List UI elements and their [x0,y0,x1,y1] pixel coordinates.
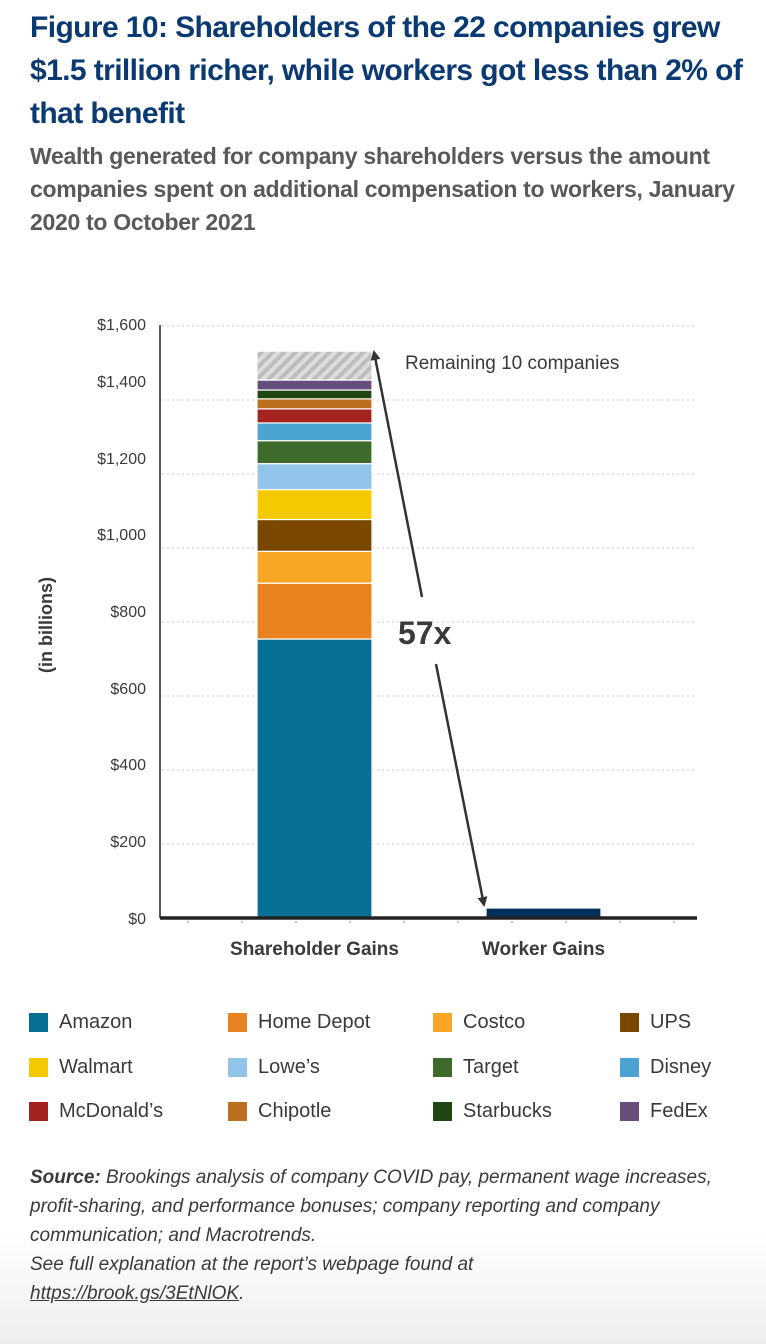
source-text: Brookings analysis of company COVID pay,… [30,1167,712,1246]
legend-item: FedEx [620,1097,708,1125]
legend-swatch [228,1101,247,1121]
legend-label: Walmart [59,1055,133,1078]
legend-swatch [29,1101,48,1121]
legend-swatch [433,1012,452,1032]
annotation-ratio: 57x [398,615,452,651]
bar-segment-starbucks [256,389,373,400]
legend-swatch [620,1012,639,1032]
legend-item: Lowe’s [228,1053,320,1081]
legend-label: Amazon [59,1010,133,1033]
x-category-label: Shareholder Gains [230,939,399,960]
y-tick-label: $200 [110,834,146,851]
legend-swatch [620,1057,639,1077]
y-tick-label: $1,600 [97,317,146,334]
bar-segment-target [256,440,373,465]
x-category-labels: Shareholder Gains Worker Gains [230,939,605,960]
y-tick-label: $1,200 [97,451,146,468]
x-category-label: Worker Gains [482,939,605,960]
legend-label: Lowe’s [258,1055,320,1078]
legend-label: Starbucks [463,1099,552,1122]
bar-segment-disney [256,422,373,442]
legend-label: Chipotle [258,1099,332,1122]
source-see-full: See full explanation at the report’s web… [30,1254,474,1275]
y-tick-labels: $0 $200 $400 $600 $800 $1,000 $1,200 $1,400 $1,6… [97,317,146,928]
legend-label: McDonald’s [59,1099,164,1122]
source-note: Source: Brookings analysis of company CO… [30,1163,730,1308]
y-tick-label: $1,400 [97,374,146,391]
bars [256,350,602,919]
axes [159,325,697,923]
bar-segment-walmart [256,488,373,521]
legend-swatch [29,1057,48,1077]
source-label: Source: [30,1167,101,1188]
source-link-suffix: . [239,1283,245,1304]
bar-segment-costco [256,550,373,584]
bar-segment-chipotle [256,398,373,410]
legend-swatch [620,1101,639,1121]
y-axis-label: (in billions) [36,577,56,673]
legend-swatch [228,1057,247,1077]
legend-item: Walmart [29,1053,133,1081]
legend-item: UPS [620,1008,691,1036]
arrow-down [434,663,488,907]
legend-item: Disney [620,1053,711,1081]
chart-subtitle: Wealth generated for company shareholder… [30,143,735,235]
legend-swatch [433,1101,452,1121]
chart-title: Figure 10: Shareholders of the 22 compan… [30,11,743,130]
legend-item: Costco [433,1008,525,1036]
legend-label: UPS [650,1010,692,1033]
legend-swatch [228,1012,247,1032]
y-tick-label: $1,000 [97,527,146,544]
y-tick-label: $400 [110,757,146,774]
legend-label: Home Depot [258,1010,371,1033]
arrow-up [370,350,424,598]
bar-segment-mcdonald-s [256,408,373,424]
bar-segment-lowe-s [256,463,373,491]
legend-label: Costco [463,1010,526,1033]
legend-item: McDonald’s [29,1097,163,1125]
legend-item: Amazon [29,1008,132,1036]
source-link[interactable]: https://brook.gs/3EtNlOK [30,1283,240,1304]
gridlines [162,325,697,845]
legend-label: Target [463,1055,519,1078]
legend-item: Target [433,1053,519,1081]
legend-item: Home Depot [228,1008,370,1036]
legend-swatch [433,1057,452,1077]
bar-segment-amazon [256,638,373,919]
legend-item: Starbucks [433,1097,552,1125]
legend-label: Disney [650,1055,712,1078]
bar-segment-fedex [256,379,373,391]
stacked-bar-chart: $0 $200 $400 $600 $800 $1,000 $1,200 $1,400 $1,6… [36,317,697,960]
legend-label: FedEx [650,1099,708,1122]
y-tick-label: $0 [128,911,146,928]
y-tick-label: $600 [110,681,146,698]
legend-item: Chipotle [228,1097,331,1125]
bar-segment-home-depot [256,582,373,640]
bar-segment-ups [256,518,373,552]
bar-segment-remaining-10-companies [256,350,373,381]
annotation-remaining: Remaining 10 companies [405,353,619,374]
legend-swatch [29,1012,48,1032]
y-tick-label: $800 [110,604,146,621]
